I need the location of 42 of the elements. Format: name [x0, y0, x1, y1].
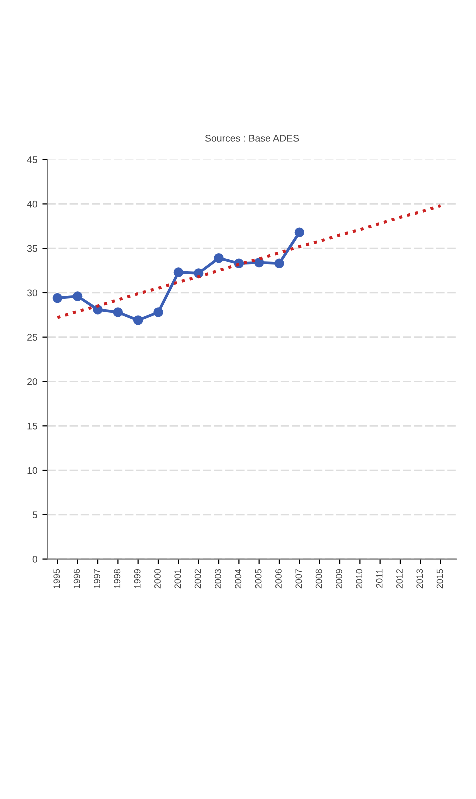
point [254, 258, 264, 268]
x-tick-label: 2010 [356, 569, 363, 589]
x-tick-label: 2015 [436, 569, 444, 589]
x-tick-label: 1997 [94, 569, 100, 588]
x-tick-label: 2001 [174, 569, 182, 589]
y-tick-label: 40 [27, 200, 38, 208]
x-tick-label: 2011 [376, 569, 383, 588]
x-tick-label: 2006 [276, 569, 282, 589]
point [133, 316, 144, 326]
y-tick-label: 10 [28, 467, 38, 474]
y-tick-label: 5 [32, 512, 38, 519]
point [52, 293, 63, 304]
x-tick-label: 1995 [54, 569, 60, 588]
y-tick-label: 0 [32, 556, 38, 563]
point [154, 308, 164, 318]
point [214, 253, 224, 264]
point [113, 308, 124, 318]
x-tick-label: 2002 [194, 569, 202, 589]
x-tick-label: 2003 [215, 569, 222, 589]
point [294, 228, 305, 238]
point [174, 268, 184, 278]
x-tick-label: 1999 [134, 569, 141, 588]
x-tick-label: 1996 [74, 569, 80, 588]
x-tick-label: 2005 [255, 569, 262, 589]
y-tick-label: 15 [28, 422, 38, 430]
x-tick-label: 2008 [316, 569, 322, 589]
x-tick-label: 2000 [154, 569, 161, 589]
y-tick-label: 45 [27, 156, 38, 164]
line-series [56, 204, 442, 320]
source-note: Sources : Base ADES [205, 135, 300, 142]
x-tick-label: 2007 [296, 569, 302, 589]
x-tick-label: 2009 [336, 569, 342, 589]
point [274, 258, 284, 269]
x-tick-label: 1998 [114, 569, 121, 588]
point [72, 292, 83, 302]
y-tick-label: 25 [28, 334, 38, 341]
y-tick-label: 35 [27, 245, 38, 252]
x-tick-label: 2013 [416, 569, 424, 589]
x-tick-label: 2012 [396, 569, 403, 589]
y-tick-label: 20 [28, 378, 38, 386]
y-tick-label: 30 [27, 290, 38, 297]
x-tick-label: 2004 [235, 569, 242, 589]
